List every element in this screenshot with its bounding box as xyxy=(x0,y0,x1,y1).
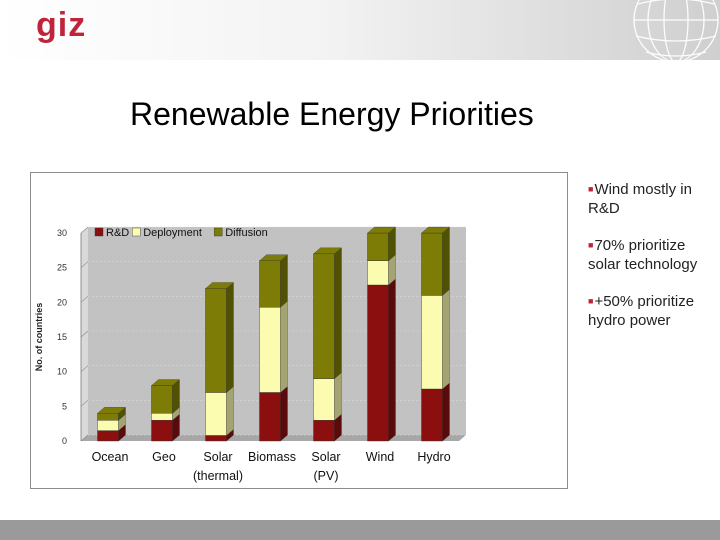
bar-segment-side xyxy=(334,247,342,379)
x-tick-label: Geo xyxy=(152,450,176,464)
bar-segment xyxy=(421,232,443,296)
bullet-text: Wind mostly in R&D xyxy=(588,181,692,217)
slide-title: Renewable Energy Priorities xyxy=(130,96,534,132)
bar-segment xyxy=(259,260,281,308)
bullet-text: +50% prioritize hydro power xyxy=(588,293,695,329)
legend-label: R&D xyxy=(106,227,129,239)
bullet-item: ■70% prioritize solar technology xyxy=(588,236,713,274)
chart-frame: 0 5 10 15 20 25 30 No. of countries Ocean Geo Sola… xyxy=(30,172,568,489)
globe-icon xyxy=(633,0,719,60)
legend-swatch xyxy=(213,227,223,237)
y-axis-title: No. of countries xyxy=(34,303,44,372)
bar-segment xyxy=(367,260,389,286)
bar-top xyxy=(367,226,396,234)
gridline-diagonal xyxy=(80,226,89,234)
bullet-item: ■Wind mostly in R&D xyxy=(588,180,713,218)
bar-segment xyxy=(421,388,443,442)
gridline-diagonal xyxy=(80,434,89,442)
x-tick-label: Solar xyxy=(203,450,232,464)
y-tick-label: 25 xyxy=(57,263,67,273)
bar-segment xyxy=(313,419,335,442)
bar-segment xyxy=(367,284,389,442)
bar-top xyxy=(151,379,180,386)
bar-segment xyxy=(421,295,443,390)
bar-segment xyxy=(97,419,119,431)
bar-segment xyxy=(151,385,173,414)
x-tick-label: (PV) xyxy=(314,469,339,483)
gridline-diagonal xyxy=(80,365,89,372)
bar-top xyxy=(313,247,342,254)
y-tick-label: 30 xyxy=(57,228,67,238)
bullet-square-icon: ■ xyxy=(588,296,594,306)
x-tick-label: Ocean xyxy=(92,450,129,464)
bullet-square-icon: ■ xyxy=(588,184,594,194)
bar-segment-side xyxy=(388,278,396,442)
bar-segment-side xyxy=(226,386,234,436)
bar-segment xyxy=(97,430,119,442)
x-tick-label: Biomass xyxy=(248,450,296,464)
gridline-diagonal xyxy=(80,261,89,268)
y-tick-label: 15 xyxy=(57,332,67,342)
slide-header: giz xyxy=(0,0,720,60)
bar-segment-side xyxy=(280,386,288,442)
bullet-list: ■Wind mostly in R&D ■70% prioritize sola… xyxy=(588,180,713,348)
bar-segment-side xyxy=(280,300,288,393)
bar-segment-side xyxy=(280,254,288,308)
bar-segment xyxy=(259,306,281,393)
bar-segment xyxy=(313,378,335,421)
x-tick-label: Solar xyxy=(311,450,340,464)
legend-label: Deployment xyxy=(143,227,202,239)
bar-segment xyxy=(205,392,227,436)
bar-segment xyxy=(151,413,173,421)
bar-top xyxy=(205,282,234,289)
legend-swatch xyxy=(131,227,141,237)
bullet-text: 70% prioritize solar technology xyxy=(588,237,698,273)
gridline-diagonal xyxy=(80,296,89,303)
y-tick-label: 5 xyxy=(62,401,67,411)
legend-swatch xyxy=(94,227,104,237)
bullet-square-icon: ■ xyxy=(588,240,594,250)
y-tick-label: 20 xyxy=(57,297,67,307)
bar-segment-side xyxy=(442,382,450,442)
x-tick-label: Wind xyxy=(366,450,395,464)
bar-segment xyxy=(205,288,227,393)
bar-segment xyxy=(259,392,281,442)
bar-segment xyxy=(151,419,173,442)
bar-top xyxy=(259,254,288,261)
x-tick-label: Hydro xyxy=(417,450,450,464)
bar-top xyxy=(421,226,450,234)
slide-footer xyxy=(0,520,720,540)
giz-logo: giz xyxy=(36,6,87,44)
bar-segment xyxy=(97,413,119,421)
gridline-diagonal xyxy=(80,400,89,407)
bar-segment xyxy=(367,232,389,261)
bar-segment-side xyxy=(334,372,342,421)
legend-label: Diffusion xyxy=(225,227,268,239)
y-tick-label: 0 xyxy=(62,436,67,446)
x-tick-label: (thermal) xyxy=(193,469,243,483)
bar-segment xyxy=(205,435,227,442)
bar-segment-side xyxy=(442,289,450,390)
bar-segment xyxy=(313,253,335,379)
stacked-bar-chart: 0 5 10 15 20 25 30 No. of countries Ocean Geo Sola… xyxy=(34,226,466,483)
y-tick-label: 10 xyxy=(57,367,67,377)
bar-top xyxy=(97,407,126,414)
bullet-item: ■+50% prioritize hydro power xyxy=(588,292,713,330)
gridline-diagonal xyxy=(80,330,89,338)
bar-segment-side xyxy=(226,282,234,393)
bar-segment-side xyxy=(442,226,450,296)
